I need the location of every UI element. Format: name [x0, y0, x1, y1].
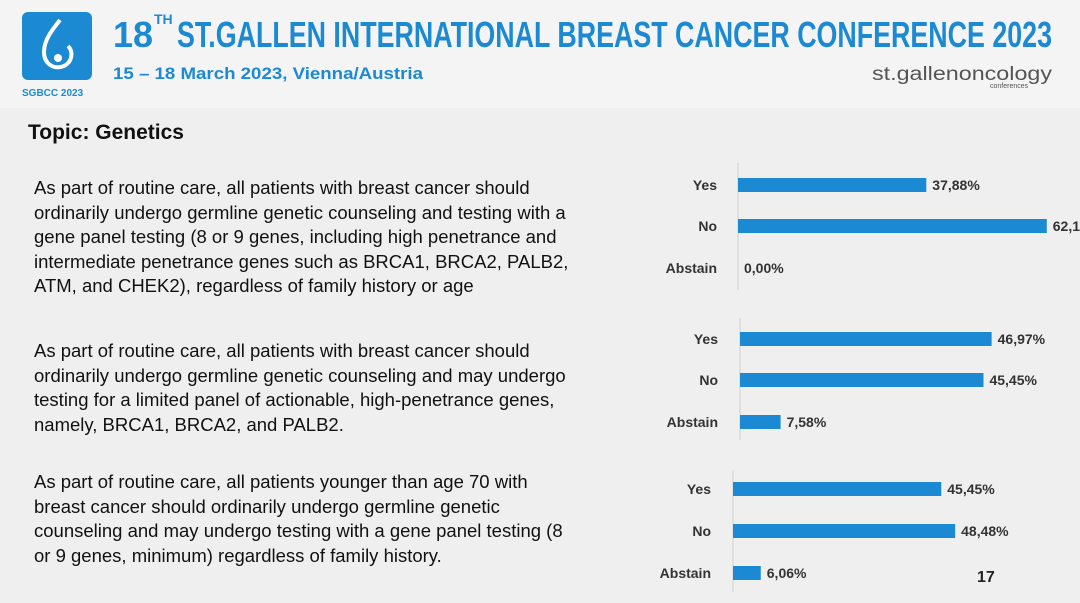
- category-label: Abstain: [660, 565, 711, 581]
- value-label: 45,45%: [989, 372, 1037, 388]
- question-line: As part of routine care, all patients yo…: [34, 471, 528, 492]
- value-label: 46,97%: [998, 331, 1046, 347]
- category-label: Abstain: [666, 260, 717, 276]
- page-number: 17: [977, 569, 995, 586]
- title-suffix: TH: [154, 11, 173, 27]
- date: 15 – 18 March 2023, Vienna/Austria: [113, 64, 424, 83]
- value-label: 48,48%: [961, 523, 1009, 539]
- bar: [740, 332, 992, 346]
- bar: [740, 415, 781, 429]
- value-label: 0,00%: [744, 260, 784, 276]
- logo-caption: SGBCC 2023: [22, 88, 84, 99]
- title-number: 18: [113, 14, 153, 55]
- question-line: As part of routine care, all patients wi…: [34, 177, 530, 198]
- value-label: 62,12%: [1053, 218, 1080, 234]
- category-label: Yes: [687, 481, 711, 497]
- question-line: counseling and may undergo testing with …: [34, 520, 563, 541]
- category-label: No: [692, 523, 711, 539]
- question-line: or 9 genes, minimum) regardless of famil…: [34, 544, 442, 566]
- bar: [740, 373, 984, 387]
- question-line: gene panel testing (8 or 9 genes, includ…: [34, 226, 557, 247]
- bar: [733, 482, 942, 496]
- value-label: 7,58%: [787, 414, 827, 430]
- title: ST.GALLEN INTERNATIONAL BREAST CANCER CO…: [177, 14, 1052, 55]
- value-label: 6,06%: [767, 565, 807, 581]
- category-label: No: [698, 218, 717, 234]
- question-line: namely, BRCA1, BRCA2, and PALB2.: [34, 413, 344, 435]
- header-bg: [0, 0, 1080, 108]
- question-line: intermediate penetrance genes such as BR…: [34, 250, 569, 272]
- logo-swirl: [41, 18, 74, 70]
- category-label: Yes: [693, 177, 717, 193]
- question-line: breast cancer should ordinarily undergo …: [34, 495, 500, 517]
- header: SGBCC 2023 18 TH ST.GALLEN INTERNATIONAL…: [0, 0, 1080, 108]
- logo: [22, 12, 92, 80]
- value-label: 37,88%: [932, 177, 980, 193]
- logo-dot: [54, 54, 62, 62]
- value-label: 45,45%: [947, 481, 995, 497]
- category-label: Abstain: [667, 414, 718, 430]
- bar: [733, 524, 956, 538]
- bar: [738, 219, 1047, 233]
- topic: Topic: Genetics: [28, 121, 184, 144]
- bar: [738, 178, 927, 192]
- question-line: testing for a limited panel of actionabl…: [34, 389, 555, 410]
- category-label: No: [699, 372, 718, 388]
- brand-sub: conferences: [990, 83, 1029, 90]
- question-line: As part of routine care, all patients wi…: [34, 340, 530, 361]
- brand: st.gallenoncology: [872, 64, 1053, 85]
- question-line: ordinarily undergo germline genetic coun…: [34, 364, 566, 386]
- question-line: ordinarily undergo germline genetic coun…: [34, 201, 566, 223]
- question-line: ATM, and CHEK2), regardless of family hi…: [34, 275, 474, 296]
- bar: [733, 566, 761, 580]
- category-label: Yes: [694, 331, 718, 347]
